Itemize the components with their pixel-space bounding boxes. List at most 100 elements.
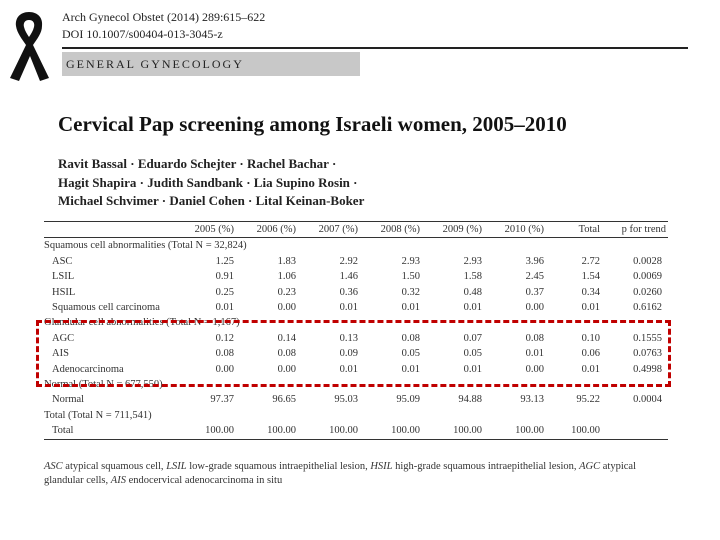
table-cell (600, 423, 668, 438)
table-cell: 2.72 (581, 255, 600, 267)
table-cell: 0.01 (581, 363, 600, 375)
table-cell: 0.0028 (633, 255, 662, 267)
row-label: Squamous cell carcinoma (52, 302, 160, 314)
table-cell: 1.54 (581, 271, 600, 283)
table-cell: 0.00 (277, 302, 296, 314)
table-cell: 0.14 (277, 332, 296, 344)
table-cell: 3.96 (525, 255, 544, 267)
row-label: AGC (52, 332, 75, 344)
table-cell: 0.09 (339, 348, 358, 360)
table-cell: 1.83 (277, 255, 296, 267)
group-label: Squamous cell abnormalities (Total N = 3… (44, 240, 247, 252)
table-cell: 0.48 (463, 286, 482, 298)
table-cell: 0.00 (525, 363, 544, 375)
table-cell: 100.00 (329, 425, 358, 437)
table-header-cell (44, 222, 172, 237)
header-rule (62, 47, 688, 49)
table-cell: 0.00 (525, 302, 544, 314)
table-header-cell: 2010 (%) (504, 224, 544, 235)
row-label: HSIL (52, 286, 76, 298)
footnote-text: low-grade squamous intraepithelial lesio… (186, 461, 371, 472)
row-label: Adenocarcinoma (52, 363, 124, 375)
table-cell: 100.00 (267, 425, 296, 437)
author-line: Hagit Shapira · Judith Sandbank · Lia Su… (58, 174, 358, 190)
table-cell: 93.13 (520, 394, 544, 406)
group-label: Total (Total N = 711,541) (44, 409, 152, 421)
table-cell: 2.92 (339, 255, 358, 267)
table-cell: 100.00 (453, 425, 482, 437)
table-header-cell: Total (578, 224, 600, 235)
table-cell: 100.00 (391, 425, 420, 437)
author-line: Ravit Bassal · Eduardo Schejter · Rachel… (58, 156, 337, 171)
table-cell: 0.0004 (633, 394, 662, 406)
awareness-ribbon-icon (10, 12, 49, 81)
table-cell: 0.12 (215, 332, 234, 344)
footnote-abbrev: AGC (579, 461, 601, 472)
results-table: 2005 (%) 2006 (%) 2007 (%) 2008 (%) 2009… (44, 221, 668, 440)
table-cell: 0.01 (525, 348, 544, 360)
table-cell: 0.25 (215, 286, 234, 298)
table-cell: 0.13 (339, 332, 358, 344)
table-cell: 0.36 (339, 286, 358, 298)
table-cell: 95.09 (396, 394, 420, 406)
row-label: Normal (52, 394, 85, 406)
table-cell: 0.00 (277, 363, 296, 375)
author-list: Ravit Bassal · Eduardo Schejter · Rachel… (58, 155, 364, 211)
table-cell: 0.08 (215, 348, 234, 360)
table-cell: 0.01 (401, 302, 420, 314)
article-title: Cervical Pap screening among Israeli wom… (58, 112, 567, 136)
table-cell: 0.01 (215, 302, 234, 314)
table-body: Squamous cell abnormalities (Total N = 3… (44, 238, 668, 438)
table-cell: 0.05 (401, 348, 420, 360)
table-cell: 0.01 (463, 302, 482, 314)
table-cell: 1.25 (215, 255, 234, 267)
table-cell: 0.01 (463, 363, 482, 375)
table-cell: 0.08 (277, 348, 296, 360)
row-label: ASC (52, 255, 73, 267)
table-cell: 0.1555 (633, 332, 662, 344)
table-bottom-rule (44, 438, 668, 440)
footnote-abbrev: HSIL (370, 461, 393, 472)
row-label: LSIL (52, 271, 75, 283)
table-row: HSIL 0.25 0.23 0.36 0.32 0.48 0.37 0.34 0.0260 (44, 285, 668, 300)
table-row: Adenocarcinoma 0.00 0.00 0.01 0.01 0.01 0.00 0.… (44, 362, 668, 377)
table-cell: 0.0763 (633, 348, 662, 360)
table-header-cell: 2009 (%) (442, 224, 482, 235)
row-label: AIS (52, 348, 69, 360)
table-cell: 97.37 (210, 394, 234, 406)
journal-doi: DOI 10.1007/s00404-013-3045-z (62, 27, 223, 41)
table-cell: 1.06 (277, 271, 296, 283)
table-top-rule (44, 221, 668, 222)
table-cell: 95.03 (334, 394, 358, 406)
table-cell: 0.08 (525, 332, 544, 344)
table-row: AIS 0.08 0.08 0.09 0.05 0.05 0.01 0.06 0.0763 (44, 346, 668, 361)
table-header-cell: 2007 (%) (318, 224, 358, 235)
table-cell: 0.00 (215, 363, 234, 375)
table-cell: 0.01 (401, 363, 420, 375)
journal-citation: Arch Gynecol Obstet (2014) 289:615–622 (62, 10, 266, 24)
footnote-abbrev: LSIL (166, 461, 187, 472)
table-cell: 0.32 (401, 286, 420, 298)
table-cell: 1.46 (339, 271, 358, 283)
table-cell: 0.01 (581, 302, 600, 314)
table-header-cell: p for trend (621, 224, 666, 235)
footnote-text: high-grade squamous intraepithelial lesi… (392, 461, 580, 472)
table-cell: 94.88 (458, 394, 482, 406)
table-cell: 0.07 (463, 332, 482, 344)
table-group-row: Squamous cell abnormalities (Total N = 3… (44, 238, 668, 253)
table-cell: 100.00 (515, 425, 544, 437)
table-header-row: 2005 (%) 2006 (%) 2007 (%) 2008 (%) 2009… (44, 222, 668, 237)
footnote-text: atypical squamous cell, (62, 461, 167, 472)
table-row: LSIL 0.91 1.06 1.46 1.50 1.58 2.45 1.54 0.0069 (44, 269, 668, 284)
table-header-cell: 2008 (%) (380, 224, 420, 235)
table-cell: 0.34 (581, 286, 600, 298)
table-footnote: ASC atypical squamous cell, LSIL low-gra… (44, 460, 674, 488)
table-header-cell: 2005 (%) (194, 224, 234, 235)
footnote-text: atypical glandular cells, (44, 461, 636, 486)
table-cell: 0.23 (277, 286, 296, 298)
table-cell: 0.01 (339, 363, 358, 375)
row-label: Total (52, 425, 74, 437)
footnote-text: endocervical adenocarcinoma in situ (125, 475, 283, 486)
table-cell: 100.00 (571, 425, 600, 437)
table-cell: 2.45 (525, 271, 544, 283)
